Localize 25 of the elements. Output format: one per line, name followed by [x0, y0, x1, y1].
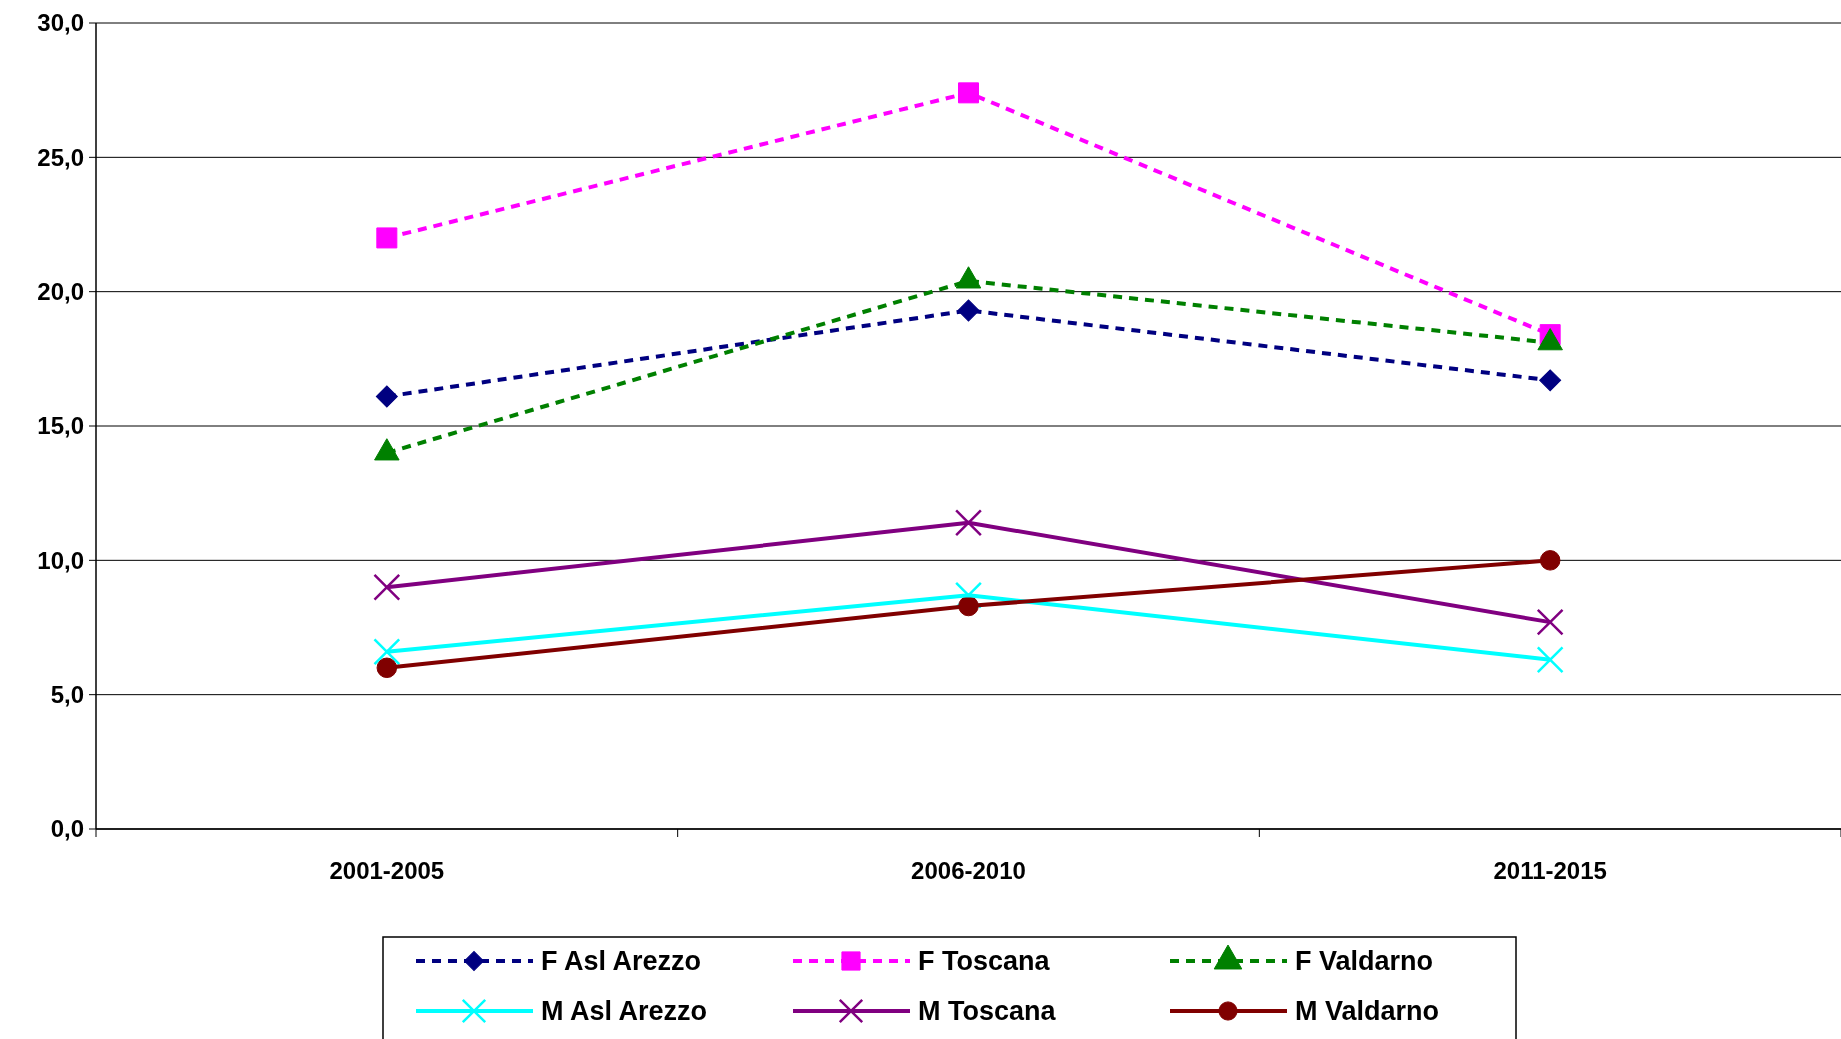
legend-label: F Asl Arezzo	[541, 946, 702, 977]
y-tick-label: 15,0	[37, 412, 84, 440]
y-tick-label: 0,0	[50, 815, 84, 843]
y-tick-label: 25,0	[37, 143, 84, 171]
x-tick-label: 2011-2015	[1493, 857, 1607, 884]
legend-label: M Valdarno	[1295, 996, 1440, 1027]
legend-label: M Toscana	[918, 996, 1057, 1027]
point	[376, 227, 398, 249]
point	[373, 573, 401, 601]
legend-label: F Valdarno	[1295, 946, 1434, 977]
y-tick-label: 10,0	[37, 546, 84, 574]
point	[375, 385, 398, 408]
x-tick-label: 2006-2010	[911, 857, 1026, 884]
y-tick-label: 5,0	[50, 681, 84, 709]
point	[954, 509, 983, 537]
legend-label: F Toscana	[918, 946, 1051, 977]
legend-label: M Asl Arezzo	[541, 996, 708, 1027]
y-tick-label: 30,0	[37, 9, 84, 37]
point	[958, 82, 979, 104]
point	[1536, 608, 1564, 636]
point	[373, 638, 401, 666]
x-tick-label: 2001-2005	[329, 857, 445, 884]
y-tick-label: 20,0	[37, 278, 84, 306]
point	[1539, 369, 1562, 392]
point	[1536, 646, 1564, 674]
